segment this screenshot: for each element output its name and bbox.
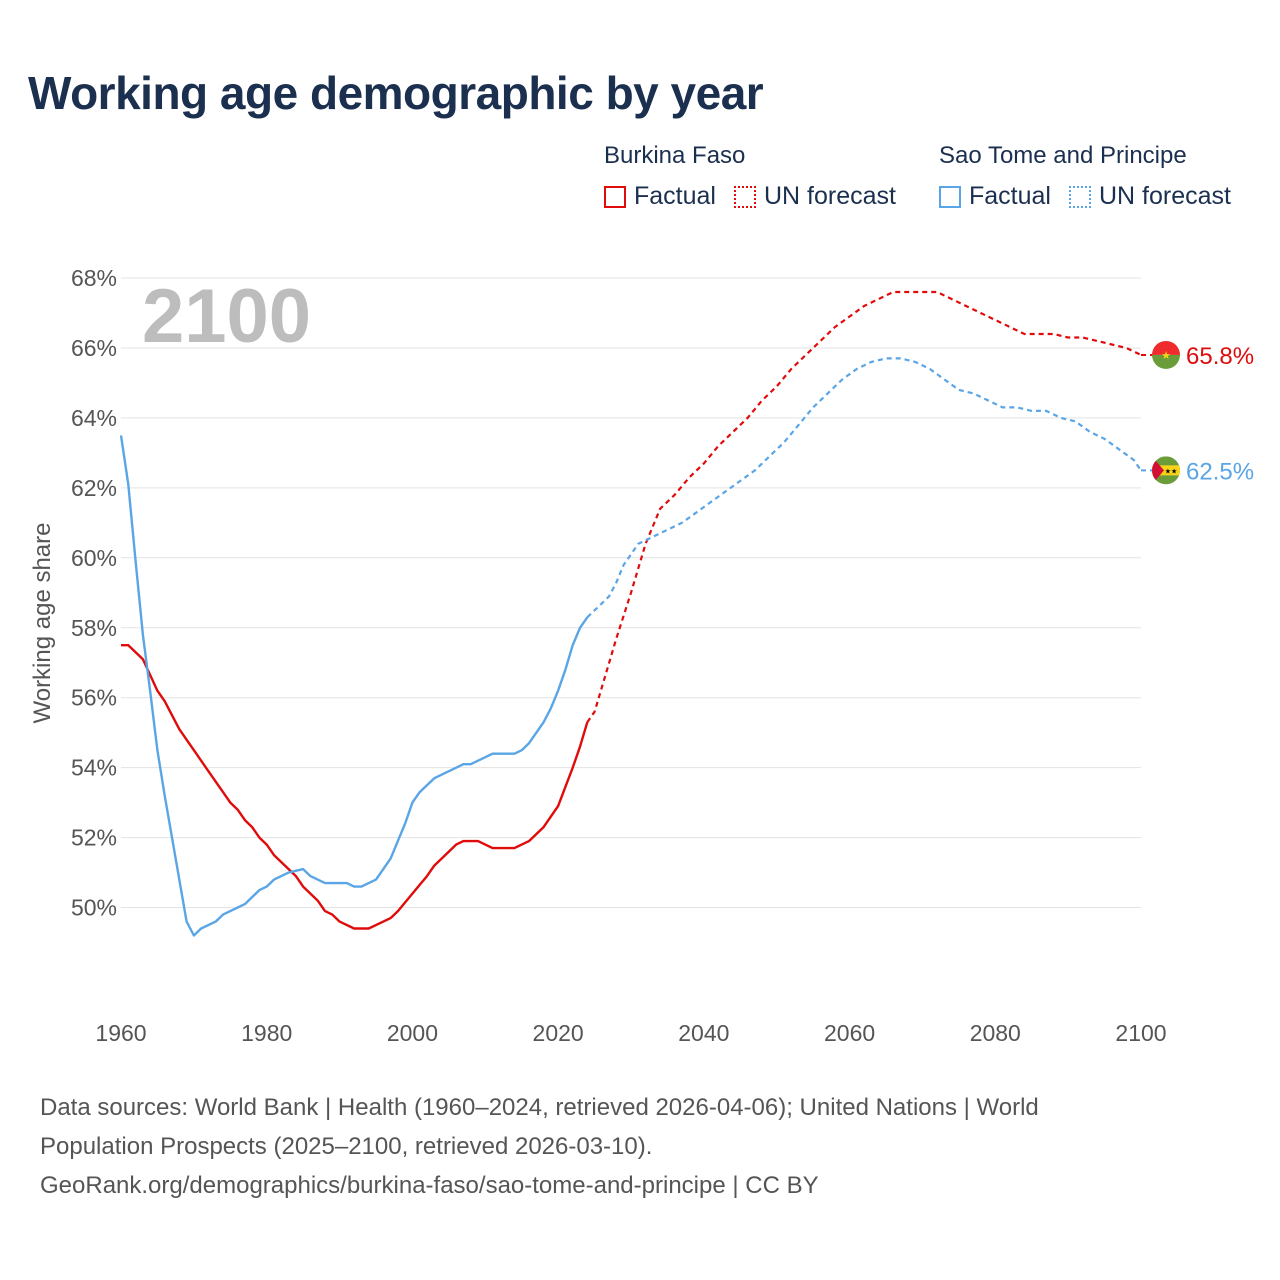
x-tick-label: 2000 bbox=[387, 1020, 438, 1046]
footer-source-line: Population Prospects (2025–2100, retriev… bbox=[40, 1133, 653, 1160]
legend-item-forecast[interactable]: UN forecast bbox=[1068, 182, 1231, 211]
series-line-factual-sao-tome bbox=[119, 435, 589, 937]
legend-swatch-dotted bbox=[733, 185, 756, 208]
x-tick-label: 1960 bbox=[95, 1020, 146, 1046]
y-tick-label: 62% bbox=[71, 475, 117, 501]
legend-item-label: UN forecast bbox=[763, 182, 896, 210]
x-tick-label: 2060 bbox=[824, 1020, 875, 1046]
footer: Data sources: World Bank | Health (1960–… bbox=[40, 1088, 1240, 1205]
year-badge: 2100 bbox=[142, 274, 311, 359]
y-tick-label: 54% bbox=[71, 755, 117, 781]
y-tick-label: 58% bbox=[71, 615, 117, 641]
series-line-forecast-burkina-faso bbox=[586, 290, 1142, 723]
burkina-faso-flag-icon: ★ bbox=[1152, 340, 1180, 369]
legend-group-sao-tome: Sao Tome and Principe Factual UN forecas… bbox=[939, 142, 1249, 211]
x-tick-label: 1980 bbox=[241, 1020, 292, 1046]
series-line-forecast-sao-tome bbox=[586, 357, 1142, 619]
chart-title: Working age demographic by year bbox=[28, 67, 764, 119]
y-tick-label: 52% bbox=[71, 825, 117, 851]
legend-item-forecast[interactable]: UN forecast bbox=[733, 182, 896, 211]
legend-item-label: Factual bbox=[634, 182, 716, 210]
legend-swatch-dotted bbox=[1068, 185, 1091, 208]
x-tick-label: 2040 bbox=[678, 1020, 729, 1046]
svg-text:★★: ★★ bbox=[1165, 467, 1178, 475]
end-value-label: 65.8% bbox=[1186, 343, 1254, 370]
x-tick-label: 2080 bbox=[970, 1020, 1021, 1046]
y-tick-label: 64% bbox=[71, 405, 117, 431]
x-tick-label: 2100 bbox=[1115, 1020, 1166, 1046]
legend-country-label: Sao Tome and Principe bbox=[939, 142, 1187, 169]
y-tick-label: 66% bbox=[71, 335, 117, 361]
legend-item-label: UN forecast bbox=[1098, 182, 1231, 210]
end-value-label: 62.5% bbox=[1186, 458, 1254, 485]
y-tick-label: 68% bbox=[71, 265, 117, 291]
legend-item-label: Factual bbox=[969, 182, 1051, 210]
x-tick-label: 2020 bbox=[533, 1020, 584, 1046]
legend-swatch-solid bbox=[939, 185, 961, 208]
footer-source-line: Data sources: World Bank | Health (1960–… bbox=[40, 1094, 1039, 1121]
svg-text:★: ★ bbox=[1161, 350, 1171, 362]
legend-swatch-solid bbox=[604, 185, 626, 208]
y-tick-label: 60% bbox=[71, 545, 117, 571]
y-axis-label: Working age share bbox=[29, 523, 56, 724]
sao-tome-flag-icon: ★★ bbox=[1152, 456, 1180, 485]
series-line-factual-burkina-faso bbox=[121, 644, 589, 930]
legend-group-burkina-faso: Burkina Faso Factual UN forecast bbox=[604, 142, 914, 211]
footer-attribution-link[interactable]: GeoRank.org/demographics/burkina-faso/sa… bbox=[40, 1172, 819, 1199]
y-tick-label: 56% bbox=[71, 685, 117, 711]
legend-item-factual[interactable]: Factual bbox=[604, 182, 716, 211]
legend-country-label: Burkina Faso bbox=[604, 142, 746, 169]
y-tick-label: 50% bbox=[71, 895, 117, 921]
legend-item-factual[interactable]: Factual bbox=[939, 182, 1051, 211]
